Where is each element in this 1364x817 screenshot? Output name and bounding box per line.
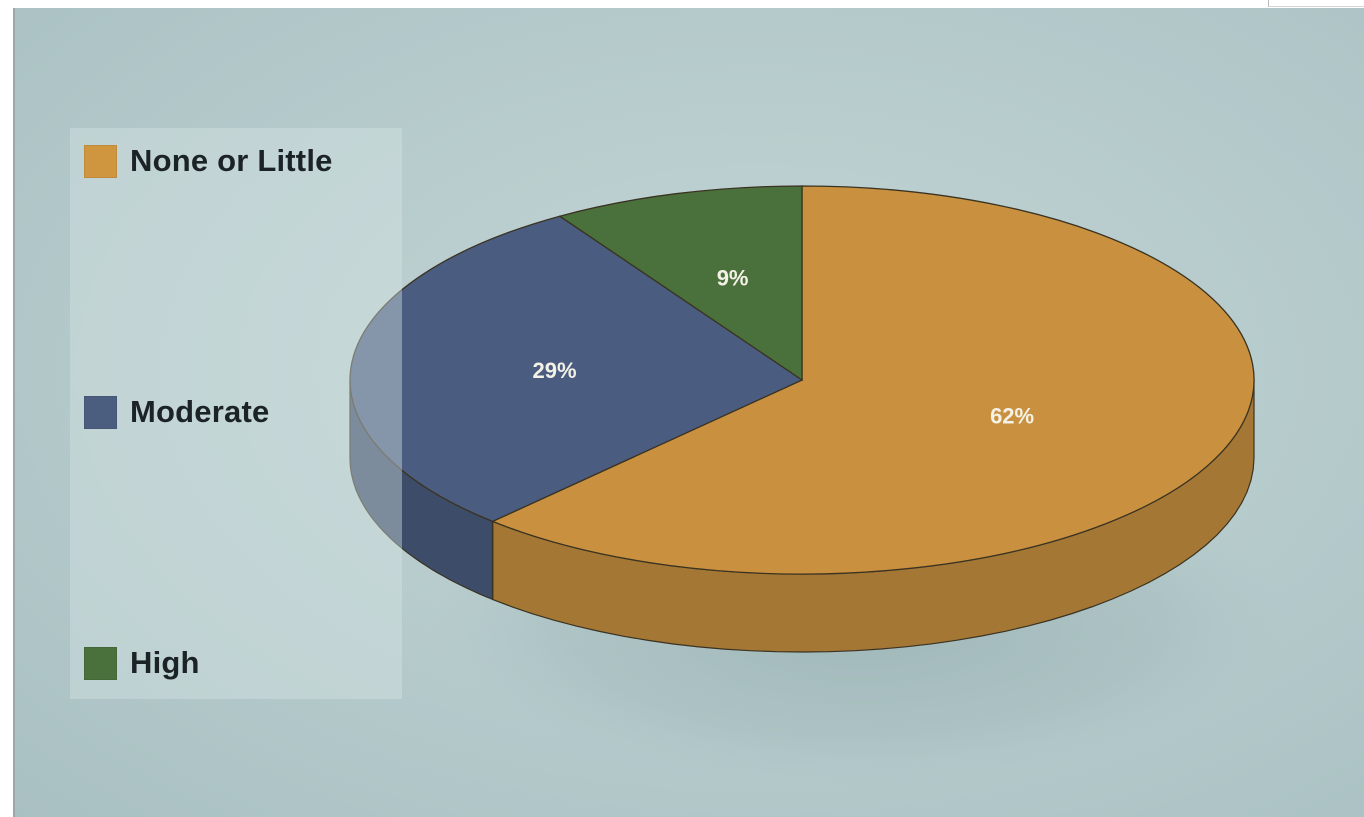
legend-swatch xyxy=(84,646,117,680)
legend-label: Moderate xyxy=(130,394,270,429)
legend-item-moderate: Moderate xyxy=(84,394,269,430)
corner-mark xyxy=(1268,0,1364,7)
pie-tops xyxy=(349,185,1255,575)
legend-swatch xyxy=(84,144,117,178)
pie-slice-moderate xyxy=(349,215,804,523)
pie-slice-high xyxy=(558,185,803,382)
legend-swatch xyxy=(84,395,117,429)
pie-slice-none-or-little xyxy=(490,185,1255,575)
legend-label: None or Little xyxy=(130,143,333,178)
pie-data-labels: 62% 29% 9% xyxy=(532,266,1034,429)
data-label-moderate: 29% xyxy=(532,358,576,383)
data-label-high: 9% xyxy=(717,266,749,291)
legend xyxy=(70,128,402,699)
data-label-none-or-little: 62% xyxy=(990,404,1034,429)
legend-label: High xyxy=(130,645,200,680)
legend-item-high: High xyxy=(84,645,200,681)
legend-item-none-or-little: None or Little xyxy=(84,143,333,179)
